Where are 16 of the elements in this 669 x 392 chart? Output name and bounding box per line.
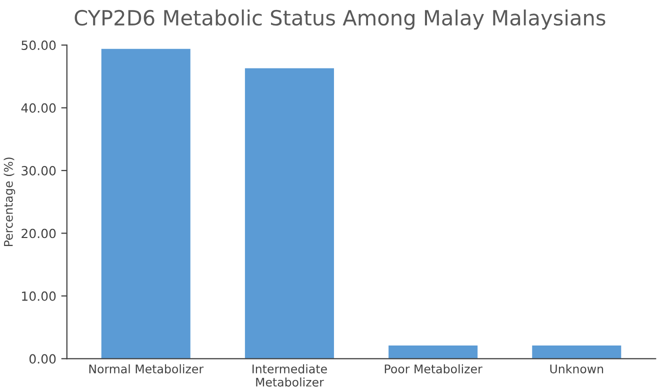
y-axis-title: Percentage (%) bbox=[4, 158, 16, 246]
y-tick-label: 0.00 bbox=[29, 354, 56, 364]
bar bbox=[532, 346, 622, 359]
bar bbox=[101, 48, 190, 359]
y-tick-label: 10.00 bbox=[22, 291, 56, 301]
y-tick-label: 20.00 bbox=[22, 228, 56, 238]
bar bbox=[388, 346, 478, 359]
chart-title: CYP2D6 Metabolic Status Among Malay Malaysians bbox=[74, 10, 606, 30]
bar bbox=[244, 68, 334, 359]
x-tick-label: Intermediate Metabolizer bbox=[252, 364, 327, 387]
y-tick-label: 30.00 bbox=[22, 166, 56, 176]
x-tick-label: Poor Metabolizer bbox=[384, 364, 482, 374]
y-tick-label: 50.00 bbox=[22, 40, 56, 50]
y-tick-label: 40.00 bbox=[21, 103, 56, 113]
x-tick-label: Unknown bbox=[550, 364, 604, 374]
x-tick-label: Normal Metabolizer bbox=[89, 364, 204, 374]
